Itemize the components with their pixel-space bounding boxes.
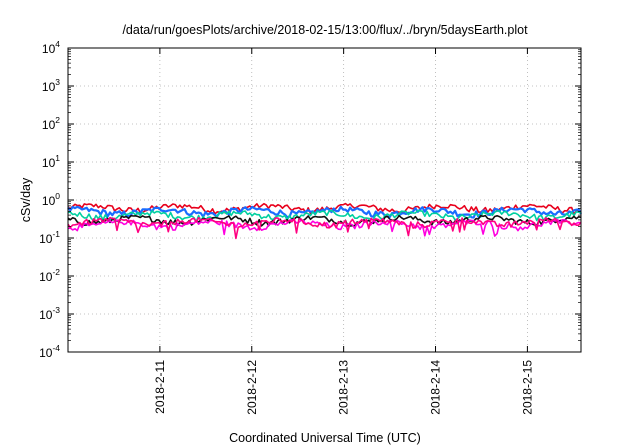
y-tick-exponent: 3 xyxy=(55,77,60,87)
y-tick-base: 10 xyxy=(42,80,56,94)
x-axis-label: Coordinated Universal Time (UTC) xyxy=(229,431,421,445)
y-tick-label: 10-2 xyxy=(39,267,60,284)
series-line xyxy=(67,216,582,240)
x-axis: 2018-2-11 2018-2-12 2018-2-13 2018-2-14 2018… xyxy=(153,48,534,415)
y-tick-label: 10-3 xyxy=(39,305,60,322)
y-axis-label: cSv/day xyxy=(19,177,33,222)
y-tick-label: 104 xyxy=(42,39,60,56)
y-tick-exponent: -1 xyxy=(52,229,60,239)
y-tick-exponent: -2 xyxy=(52,267,60,277)
y-tick-exponent: 0 xyxy=(55,191,60,201)
y-tick-exponent: 4 xyxy=(55,39,60,49)
y-tick-base: 10 xyxy=(39,308,53,322)
series-line xyxy=(67,214,582,227)
y-tick-label: 101 xyxy=(42,153,60,170)
grid xyxy=(68,48,581,352)
x-tick-label: 2018-2-13 xyxy=(337,360,351,415)
y-tick-exponent: -4 xyxy=(52,343,60,353)
y-tick-label: 10-1 xyxy=(39,229,60,246)
y-tick-label: 10-4 xyxy=(39,343,60,360)
y-tick-base: 10 xyxy=(42,194,56,208)
series-line xyxy=(67,205,582,219)
y-tick-label: 103 xyxy=(42,77,60,94)
x-tick-label: 2018-2-12 xyxy=(245,360,259,415)
y-tick-base: 10 xyxy=(39,346,53,360)
y-tick-label: 102 xyxy=(42,115,60,132)
x-tick-label: 2018-2-11 xyxy=(153,360,167,414)
y-tick-base: 10 xyxy=(42,156,56,170)
x-tick-label: 2018-2-14 xyxy=(429,360,443,415)
y-tick-exponent: 1 xyxy=(55,153,60,163)
y-tick-base: 10 xyxy=(39,270,53,284)
series-line xyxy=(67,209,582,223)
y-tick-base: 10 xyxy=(39,232,53,246)
y-tick-exponent: -3 xyxy=(52,305,60,315)
chart-title: /data/run/goesPlots/archive/2018-02-15/1… xyxy=(122,23,528,37)
series-lines xyxy=(67,202,582,240)
x-tick-label: 2018-2-15 xyxy=(520,360,534,415)
y-tick-base: 10 xyxy=(42,42,56,56)
y-tick-label: 100 xyxy=(42,191,60,208)
series-line xyxy=(67,218,582,237)
y-tick-base: 10 xyxy=(42,118,56,132)
y-tick-exponent: 2 xyxy=(55,115,60,125)
